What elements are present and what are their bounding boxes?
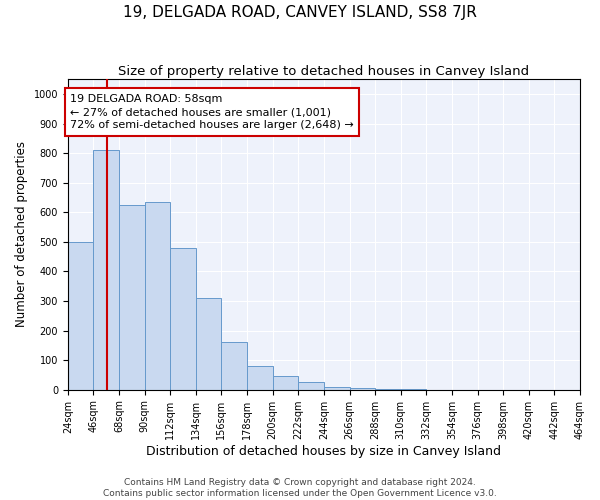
Bar [324, 387, 349, 390]
Bar [119, 205, 145, 390]
Bar [349, 388, 375, 390]
X-axis label: Distribution of detached houses by size in Canvey Island: Distribution of detached houses by size … [146, 444, 502, 458]
Bar [221, 342, 247, 390]
Bar [68, 242, 94, 390]
Y-axis label: Number of detached properties: Number of detached properties [15, 142, 28, 328]
Text: Contains HM Land Registry data © Crown copyright and database right 2024.
Contai: Contains HM Land Registry data © Crown c… [103, 478, 497, 498]
Bar [375, 389, 401, 390]
Bar [170, 248, 196, 390]
Text: 19 DELGADA ROAD: 58sqm
← 27% of detached houses are smaller (1,001)
72% of semi-: 19 DELGADA ROAD: 58sqm ← 27% of detached… [70, 94, 354, 130]
Bar [272, 376, 298, 390]
Bar [94, 150, 119, 390]
Text: 19, DELGADA ROAD, CANVEY ISLAND, SS8 7JR: 19, DELGADA ROAD, CANVEY ISLAND, SS8 7JR [123, 5, 477, 20]
Title: Size of property relative to detached houses in Canvey Island: Size of property relative to detached ho… [118, 65, 529, 78]
Bar [247, 366, 272, 390]
Bar [298, 382, 324, 390]
Bar [145, 202, 170, 390]
Bar [196, 298, 221, 390]
